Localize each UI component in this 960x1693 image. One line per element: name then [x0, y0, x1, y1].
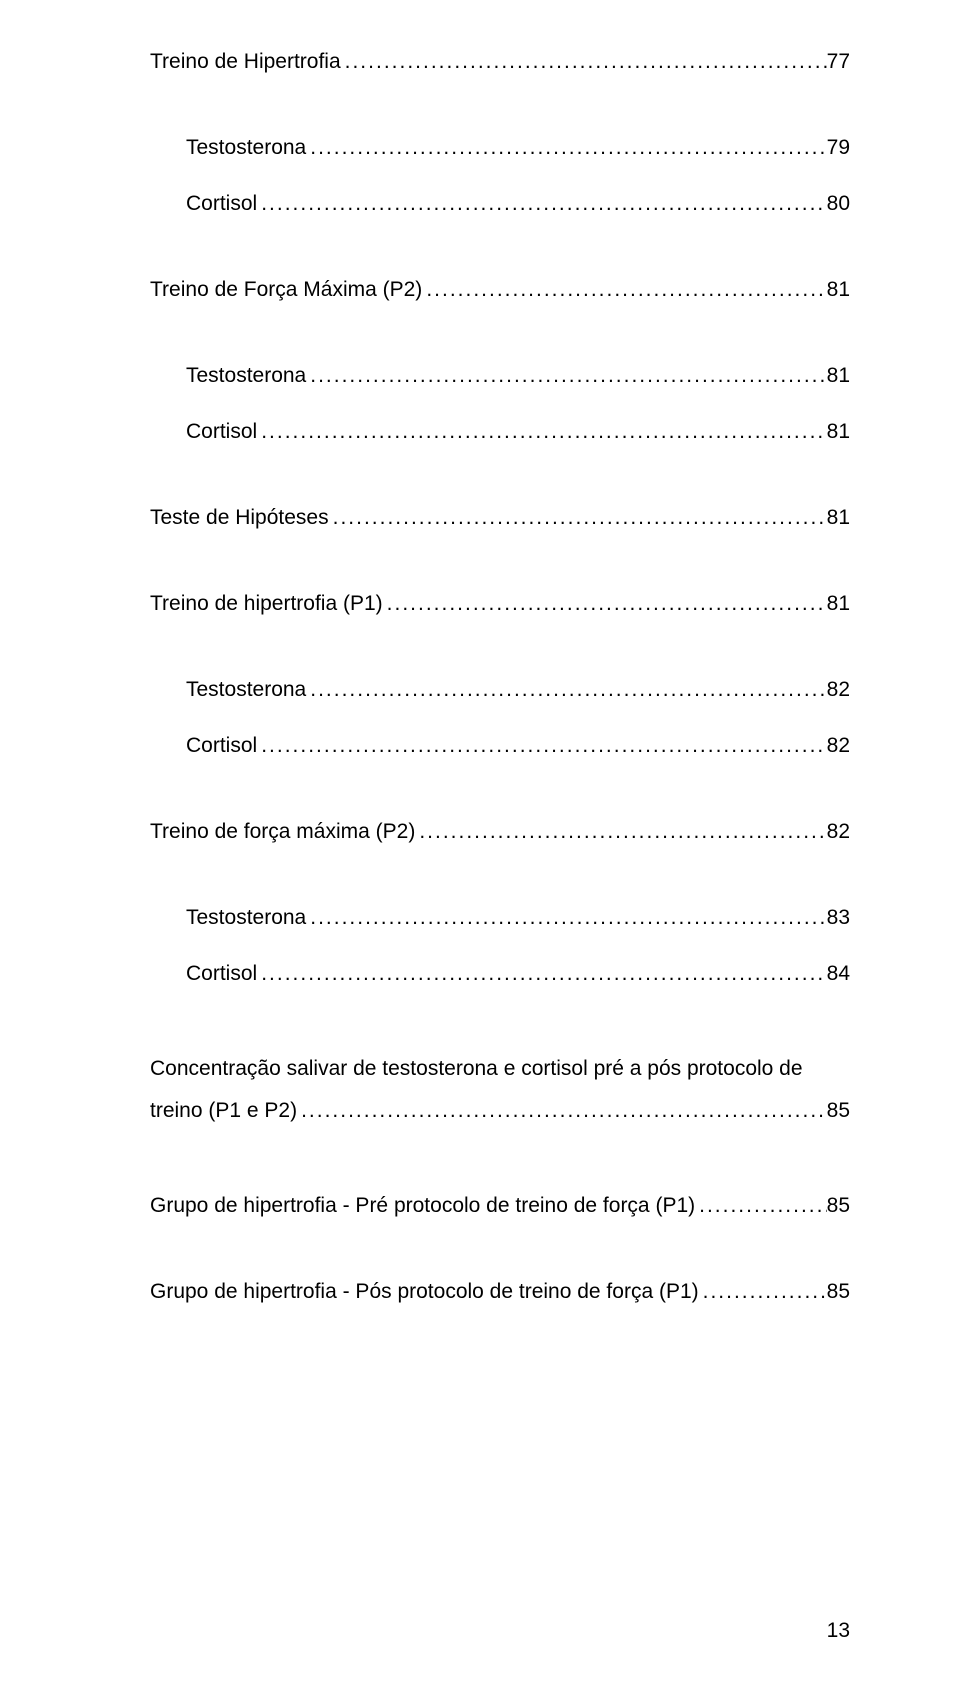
toc-page-number: 83 — [827, 906, 850, 930]
spacer — [150, 1304, 850, 1366]
spacer — [150, 216, 850, 278]
toc-label: Testosterona — [186, 678, 306, 702]
toc-leader-dots: ........................................… — [306, 678, 826, 702]
toc-label: Treino de hipertrofia (P1) — [150, 592, 383, 616]
toc-leader-dots: ........................................… — [329, 506, 827, 530]
toc-label: Grupo de hipertrofia - Pré protocolo de … — [150, 1194, 695, 1218]
document-page: Treino de Hipertrofia...................… — [0, 0, 960, 1693]
toc-leader-dots: ........................................… — [422, 278, 826, 302]
toc-leader-dots: ........................................… — [341, 50, 827, 74]
toc-label: Cortisol — [186, 420, 257, 444]
toc-label: Teste de Hipóteses — [150, 506, 329, 530]
toc-label: treino (P1 e P2) — [150, 1090, 297, 1132]
spacer — [150, 702, 850, 734]
toc-leader-dots: ........................................… — [257, 420, 826, 444]
toc-page-number: 80 — [827, 192, 850, 216]
spacer — [150, 930, 850, 962]
toc-label-line: Concentração salivar de testosterona e c… — [150, 1048, 850, 1090]
toc-page-number: 82 — [827, 678, 850, 702]
toc-label: Cortisol — [186, 962, 257, 986]
toc-entry: Cortisol................................… — [150, 734, 850, 758]
toc-page-number: 81 — [827, 278, 850, 302]
table-of-contents: Treino de Hipertrofia...................… — [150, 50, 850, 1366]
spacer — [150, 388, 850, 420]
toc-page-number: 85 — [827, 1090, 850, 1132]
toc-entry: Grupo de hipertrofia - Pós protocolo de … — [150, 1280, 850, 1304]
toc-leader-dots: ........................................… — [699, 1280, 827, 1304]
toc-entry: Testosterona............................… — [150, 136, 850, 160]
toc-entry: Grupo de hipertrofia - Pré protocolo de … — [150, 1194, 850, 1218]
toc-label: Cortisol — [186, 192, 257, 216]
spacer — [150, 758, 850, 820]
toc-entry: Testosterona............................… — [150, 906, 850, 930]
toc-entry: Treino de Força Máxima (P2).............… — [150, 278, 850, 302]
toc-page-number: 81 — [827, 420, 850, 444]
toc-leader-dots: ........................................… — [257, 734, 826, 758]
toc-entry: Testosterona............................… — [150, 364, 850, 388]
toc-leader-dots: ........................................… — [257, 192, 826, 216]
toc-entry: Teste de Hipóteses......................… — [150, 506, 850, 530]
toc-page-number: 85 — [827, 1194, 850, 1218]
toc-entry: Testosterona............................… — [150, 678, 850, 702]
toc-page-number: 79 — [827, 136, 850, 160]
toc-entry: Cortisol................................… — [150, 962, 850, 986]
toc-leader-dots: ........................................… — [383, 592, 827, 616]
toc-label: Treino de Força Máxima (P2) — [150, 278, 422, 302]
toc-page-number: 82 — [827, 734, 850, 758]
toc-page-number: 82 — [827, 820, 850, 844]
toc-label: Testosterona — [186, 136, 306, 160]
toc-label: Grupo de hipertrofia - Pós protocolo de … — [150, 1280, 699, 1304]
toc-page-number: 81 — [827, 592, 850, 616]
toc-leader-dots: ........................................… — [257, 962, 826, 986]
toc-leader-dots: ........................................… — [297, 1090, 827, 1132]
page-number: 13 — [827, 1619, 850, 1643]
toc-page-number: 85 — [827, 1280, 850, 1304]
spacer — [150, 1218, 850, 1280]
toc-entry: Cortisol................................… — [150, 192, 850, 216]
toc-page-number: 81 — [827, 506, 850, 530]
toc-entry: Cortisol................................… — [150, 420, 850, 444]
toc-label-line: treino (P1 e P2)........................… — [150, 1090, 850, 1132]
toc-page-number: 81 — [827, 364, 850, 388]
spacer — [150, 530, 850, 592]
toc-entry: Concentração salivar de testosterona e c… — [150, 1048, 850, 1132]
spacer — [150, 986, 850, 1048]
spacer — [150, 444, 850, 506]
toc-leader-dots: ........................................… — [695, 1194, 827, 1218]
toc-entry: Treino de hipertrofia (P1)..............… — [150, 592, 850, 616]
toc-leader-dots: ........................................… — [306, 364, 826, 388]
toc-leader-dots: ........................................… — [415, 820, 826, 844]
toc-label: Treino de Hipertrofia — [150, 50, 341, 74]
toc-leader-dots: ........................................… — [306, 136, 826, 160]
toc-entry: Treino de força máxima (P2).............… — [150, 820, 850, 844]
toc-label: Testosterona — [186, 906, 306, 930]
toc-entry: Treino de Hipertrofia...................… — [150, 50, 850, 74]
spacer — [150, 1132, 850, 1194]
toc-label: Treino de força máxima (P2) — [150, 820, 415, 844]
toc-leader-dots: ........................................… — [306, 906, 826, 930]
toc-page-number: 77 — [827, 50, 850, 74]
toc-label: Cortisol — [186, 734, 257, 758]
toc-page-number: 84 — [827, 962, 850, 986]
spacer — [150, 74, 850, 136]
spacer — [150, 616, 850, 678]
spacer — [150, 160, 850, 192]
spacer — [150, 844, 850, 906]
spacer — [150, 302, 850, 364]
toc-label: Testosterona — [186, 364, 306, 388]
